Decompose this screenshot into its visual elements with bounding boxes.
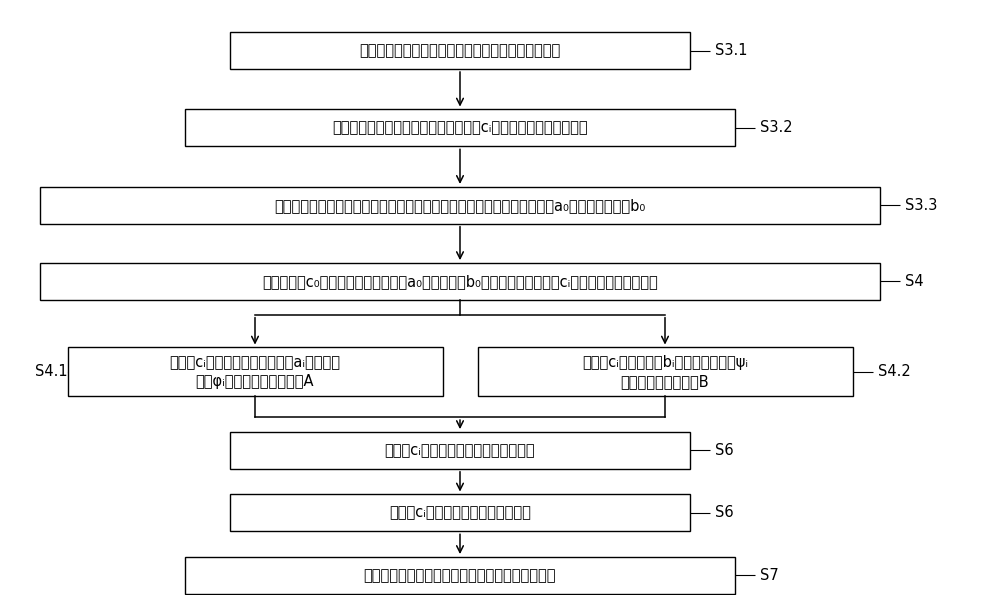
Text: S3.2: S3.2 xyxy=(760,120,793,136)
Text: 各旋回cᵢ的古气候代用指标变化散点图: 各旋回cᵢ的古气候代用指标变化散点图 xyxy=(385,443,535,458)
Text: S4: S4 xyxy=(905,274,924,289)
Text: 各旋回cᵢ的古气候代用指标参数aᵢ相对变化
幅度φᵢ在剖面上的变化曲线A: 各旋回cᵢ的古气候代用指标参数aᵢ相对变化 幅度φᵢ在剖面上的变化曲线A xyxy=(170,355,340,389)
Text: 确定剖面上沉积物古气候代用指标参数变化曲线的典型旋回及参数代表值a₀和旋回深度跨度b₀: 确定剖面上沉积物古气候代用指标参数变化曲线的典型旋回及参数代表值a₀和旋回深度跨… xyxy=(274,198,646,213)
Bar xyxy=(478,347,852,396)
Text: 分析剖面沉积形成过程中他生旋回系统的变化过程: 分析剖面沉积形成过程中他生旋回系统的变化过程 xyxy=(364,568,556,583)
Bar xyxy=(40,263,880,300)
Bar xyxy=(185,109,735,146)
Text: 各旋回cᵢ的古气候代用指标变率曲线: 各旋回cᵢ的古气候代用指标变率曲线 xyxy=(389,505,531,521)
Text: S4.1: S4.1 xyxy=(35,364,68,380)
Bar xyxy=(230,32,690,69)
Text: S6: S6 xyxy=(715,443,734,458)
Bar xyxy=(230,432,690,469)
Text: S4.2: S4.2 xyxy=(878,364,910,380)
Text: S6: S6 xyxy=(715,505,734,521)
Text: 剖面上沉积物古气候代用指标参数随深度的变化曲线: 剖面上沉积物古气候代用指标参数随深度的变化曲线 xyxy=(359,43,561,58)
Bar xyxy=(185,557,735,594)
Bar xyxy=(230,494,690,531)
Text: S3.1: S3.1 xyxy=(715,43,748,58)
Text: 以典型旋回c₀及古气候代用指标参数a₀和深度跨度b₀为参考，计算各旋回cᵢ两参数的相对变化幅度: 以典型旋回c₀及古气候代用指标参数a₀和深度跨度b₀为参考，计算各旋回cᵢ两参数… xyxy=(262,274,658,289)
Text: S3.3: S3.3 xyxy=(905,198,937,213)
Text: 各旋回cᵢ的深度跨度bᵢ的相对变化幅度ψᵢ
在剖面上的变化曲线B: 各旋回cᵢ的深度跨度bᵢ的相对变化幅度ψᵢ 在剖面上的变化曲线B xyxy=(582,355,748,389)
Text: 沉积物古气候代用指标在剖面上的旋回cᵢ及各旋回的曲线形态类型: 沉积物古气候代用指标在剖面上的旋回cᵢ及各旋回的曲线形态类型 xyxy=(332,120,588,136)
Bar xyxy=(68,347,442,396)
Text: S7: S7 xyxy=(760,568,779,583)
Bar xyxy=(40,187,880,224)
